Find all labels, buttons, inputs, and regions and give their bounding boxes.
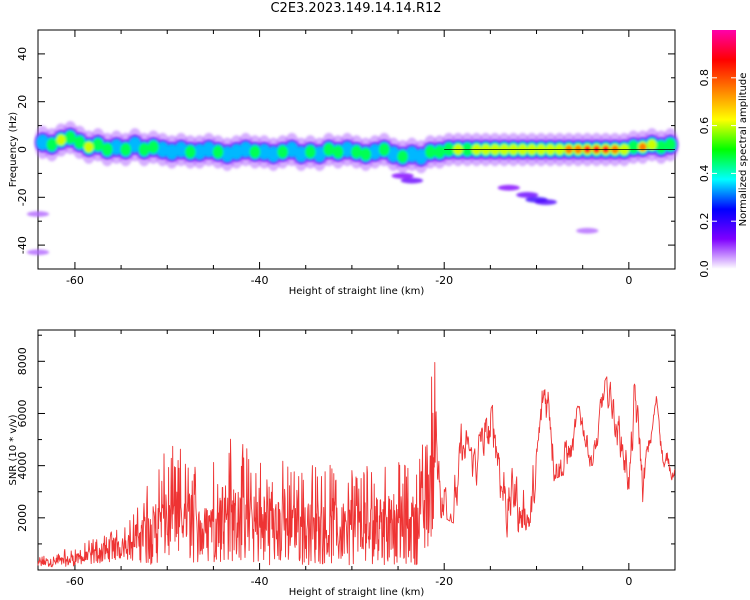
snr-xtick-label: -60 — [66, 575, 84, 588]
spectrogram-cell — [424, 145, 436, 159]
colorbar-tick-label: 0.2 — [698, 212, 711, 230]
spectrogram-cell — [147, 140, 159, 154]
spectrogram-ytick-label: 20 — [16, 95, 29, 109]
spectrogram-cell — [397, 150, 409, 164]
spectrogram-cell — [647, 139, 657, 150]
spectrogram-cell — [92, 138, 104, 152]
spectrogram-cell — [249, 145, 261, 159]
spectrogram-marks — [26, 120, 679, 256]
spectrogram-xtick-label: -20 — [435, 274, 453, 287]
spectrogram-cell — [332, 145, 344, 159]
spectrogram-ylabel: Frequency (Hz) — [8, 112, 19, 188]
snr-series-line — [37, 362, 676, 568]
spectrogram-cell — [120, 143, 132, 156]
snr-ytick-label: 6000 — [16, 399, 29, 427]
spectrogram-xlabel: Height of straight line (km) — [289, 286, 425, 297]
spectrogram-cell — [638, 143, 647, 152]
spectrogram-ghost — [576, 227, 599, 234]
spectrogram-cell — [138, 143, 150, 156]
spectrogram-cell — [212, 145, 224, 159]
spectrogram-ytick-label: -20 — [16, 188, 29, 206]
spectrogram-cell — [655, 140, 667, 154]
spectrogram-cell — [304, 145, 316, 159]
spectrogram-ytick-label: 0 — [16, 146, 29, 153]
spectrogram-cell — [378, 143, 390, 156]
spectrogram-cell — [64, 131, 76, 145]
spectrogram-cell — [74, 135, 85, 149]
spectrogram-cell — [323, 143, 335, 156]
spectrogram-ytick-label: 40 — [16, 47, 29, 61]
snr-ytick-label: 2000 — [16, 504, 29, 532]
colorbar-tick-label: 0.0 — [698, 260, 711, 278]
spectrogram-cell — [360, 147, 372, 161]
colorbar: 0.0 0.2 0.4 0.6 0.8 Normalized spectral ampli… — [698, 30, 749, 278]
colorbar-tick-label: 0.4 — [698, 165, 711, 183]
spectrogram-cell — [277, 145, 289, 159]
snr-frame — [37, 329, 676, 571]
spectrogram-ghost — [534, 199, 557, 205]
spectrogram-cell — [46, 138, 58, 152]
spectrogram-ghost — [391, 172, 414, 179]
spectrogram-cell — [628, 140, 639, 154]
spectrogram-plot: -60 -40 -20 0 -40 -20 0 20 40 Height of straight … — [8, 29, 679, 297]
spectrogram-cell — [351, 145, 362, 159]
snr-ylabel: SNR (10 * v/v) — [8, 414, 19, 485]
spectrogram-cell — [56, 134, 66, 146]
colorbar-tick-label: 0.8 — [698, 69, 711, 87]
spectrogram-ghost — [26, 211, 50, 217]
spectrogram-xtick-label: 0 — [625, 274, 632, 287]
spectrogram-ghost — [26, 249, 50, 256]
snr-ytick-label: 4000 — [16, 452, 29, 480]
snr-xlabel: Height of straight line (km) — [289, 587, 425, 598]
spectrogram-ghost — [497, 184, 520, 191]
spectrogram-xtick-label: -60 — [66, 274, 84, 287]
spectrogram-ghost — [400, 177, 423, 184]
spectrogram-ytick-label: -40 — [16, 236, 29, 254]
snr-plot: -60 -40 -20 0 2000 4000 6000 8000 Height of stra… — [8, 329, 676, 598]
spectrogram-xtick-label: -40 — [251, 274, 269, 287]
colorbar-gradient — [712, 30, 736, 269]
spectrogram-cell — [184, 145, 196, 159]
snr-ytick-label: 8000 — [16, 347, 29, 375]
snr-xtick-label: -20 — [435, 575, 453, 588]
spectrogram-cell — [101, 143, 113, 156]
colorbar-label: Normalized spectral amplitude — [738, 73, 749, 227]
snr-xtick-label: -40 — [251, 575, 269, 588]
snr-xtick-label: 0 — [625, 575, 632, 588]
spectrogram-ghost — [516, 192, 539, 198]
spectrogram-cell — [434, 145, 446, 159]
spectrogram-cell — [84, 141, 94, 153]
colorbar-tick-label: 0.6 — [698, 117, 711, 135]
spectrogram-cell — [664, 138, 676, 152]
chart-title: C2E3.2023.149.14.14.R12 — [270, 1, 442, 16]
